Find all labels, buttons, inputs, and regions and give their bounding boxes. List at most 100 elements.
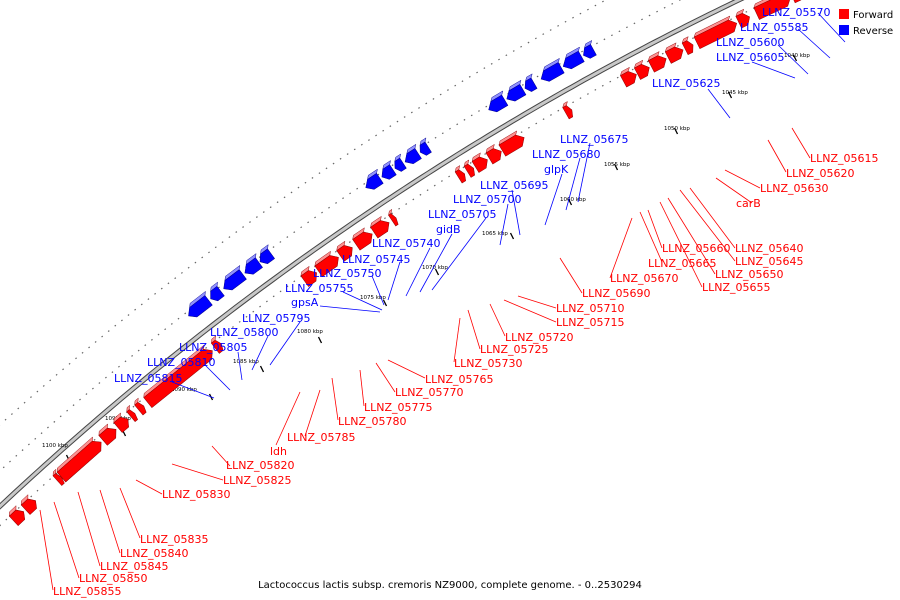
reverse-leader-line <box>707 88 731 119</box>
forward-leader-line <box>503 299 557 323</box>
forward-leader-line <box>359 369 365 407</box>
forward-gene-body <box>52 473 65 486</box>
forward-gene <box>52 468 65 486</box>
reverse-gene-label: LLNZ_05625 <box>652 77 721 90</box>
forward-leader-line <box>489 303 506 337</box>
reverse-gene-label: LLNZ_05680 <box>532 148 601 161</box>
forward-gene <box>56 436 102 483</box>
reverse-gene <box>244 253 263 275</box>
forward-gene-body <box>370 220 390 239</box>
forward-gene-label: LLNZ_05840 <box>120 547 189 560</box>
forward-gene-body <box>634 63 650 80</box>
kbp-tick-label: 1070 kbp <box>422 265 448 271</box>
kbp-tick-mark <box>613 163 619 171</box>
kbp-tick-mark <box>434 268 440 276</box>
forward-gene-top <box>753 0 784 9</box>
forward-leader-line <box>331 377 339 421</box>
forward-gene-label: LLNZ_05730 <box>454 357 523 370</box>
forward-gene <box>352 227 373 251</box>
forward-gene <box>336 240 353 262</box>
forward-leader-line <box>724 169 761 189</box>
kbp-tick-mark <box>509 232 515 240</box>
kbp-tick-mark <box>259 365 265 373</box>
forward-gene <box>681 36 694 56</box>
forward-leader-line <box>667 197 716 275</box>
forward-gene-label: LLNZ_05845 <box>100 560 169 573</box>
forward-gene <box>735 8 750 29</box>
kbp-tick-mark <box>317 336 323 344</box>
forward-gene-body <box>352 231 373 251</box>
forward-gene <box>143 344 213 409</box>
kbp-ticks: 1040 kbp 1045 kbp 1050 kbp 1055 kbp 1060 kbp… <box>42 53 810 462</box>
reverse-leader-line <box>511 189 521 236</box>
forward-gene-label: LLNZ_05720 <box>505 331 574 344</box>
forward-gene-body <box>98 427 117 446</box>
forward-gene-body <box>56 440 102 483</box>
forward-gene <box>370 215 390 239</box>
reverse-leader-line <box>237 351 243 381</box>
forward-leader-line <box>791 127 811 159</box>
forward-leader-line <box>77 491 101 567</box>
kbp-tick-mark <box>792 54 798 62</box>
forward-gene-body <box>664 46 684 64</box>
forward-leader-line <box>639 211 663 263</box>
reverse-gene-body <box>419 141 432 156</box>
forward-leader-line <box>767 139 787 173</box>
forward-gene-body <box>735 12 750 29</box>
reverse-gene-label: LLNZ_05795 <box>242 312 311 325</box>
kbp-tick-label: 1090 kbp <box>171 387 197 393</box>
forward-leader-line <box>375 362 396 393</box>
reverse-gene <box>524 73 538 92</box>
outer-reverse-dots <box>0 0 608 426</box>
reverse-leader-line <box>751 61 796 79</box>
forward-gene-body <box>210 339 224 354</box>
forward-gene-label: LLNZ_05660 <box>662 242 731 255</box>
forward-gene-body <box>620 71 637 88</box>
reverse-gene-label: LLNZ_05600 <box>716 36 785 49</box>
forward-label-lines <box>39 127 811 591</box>
reverse-leader-line <box>797 28 831 59</box>
forward-gene <box>126 404 138 423</box>
reverse-gene-body <box>381 164 397 180</box>
forward-gene <box>314 250 339 277</box>
forward-gene-label: LLNZ_05655 <box>702 281 771 294</box>
forward-leader-line <box>609 217 633 279</box>
forward-gene-label: LLNZ_05620 <box>786 167 855 180</box>
forward-gene <box>210 335 224 354</box>
forward-leader-line <box>119 487 141 539</box>
reverse-leader-line <box>565 157 581 211</box>
reverse-gene-body <box>244 257 263 275</box>
forward-leader-line <box>53 501 80 579</box>
forward-gene-label: LLNZ_05855 <box>53 585 122 598</box>
kbp-tick-mark <box>673 127 679 135</box>
forward-gene <box>753 0 791 20</box>
genome-backbone <box>0 0 745 510</box>
reverse-gene-label: LLNZ_05805 <box>179 341 248 354</box>
reverse-gene-label: LLNZ_05745 <box>342 253 411 266</box>
forward-gene-body <box>336 245 353 262</box>
forward-gene-body <box>485 148 502 165</box>
reverse-leader-line <box>269 321 301 366</box>
reverse-gene <box>223 264 247 291</box>
reverse-leader-line <box>205 365 231 391</box>
forward-gene-label: carB <box>736 197 761 210</box>
reverse-gene <box>562 46 585 70</box>
forward-gene-label: LLNZ_05690 <box>582 287 651 300</box>
forward-gene <box>454 165 466 184</box>
reverse-gene-body <box>583 44 597 59</box>
forward-gene-body <box>498 134 525 157</box>
backbone-fill <box>0 0 743 509</box>
legend-reverse-swatch <box>839 25 849 35</box>
reverse-gene-label: LLNZ_05570 <box>762 6 831 19</box>
legend-forward-label: Forward <box>853 10 893 21</box>
reverse-leader-line <box>405 247 431 297</box>
forward-gene-label: LLNZ_05825 <box>223 474 292 487</box>
reverse-gene <box>583 40 597 59</box>
reverse-gene <box>365 168 384 190</box>
reverse-leader-line <box>342 291 383 311</box>
reverse-leader-line <box>817 12 846 43</box>
reverse-gene-body <box>404 148 422 165</box>
forward-leader-line <box>689 187 736 249</box>
forward-leader-line <box>559 257 583 294</box>
forward-gene-body <box>143 349 213 409</box>
